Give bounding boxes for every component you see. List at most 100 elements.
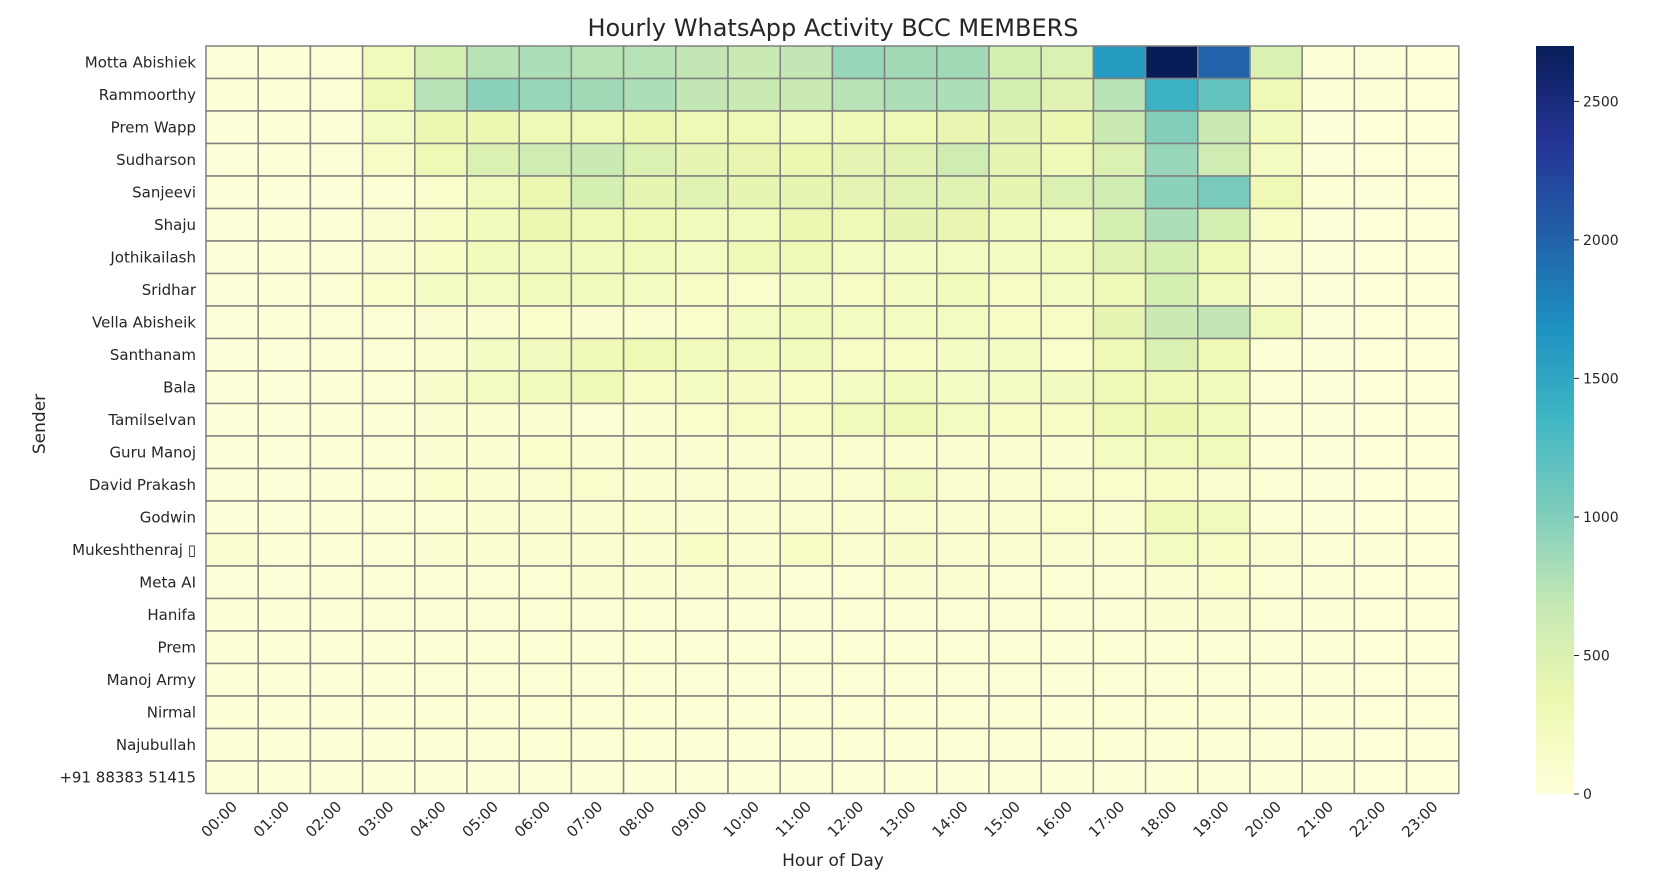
heatmap-cell xyxy=(518,565,573,600)
heatmap-cell xyxy=(1144,142,1199,177)
heatmap-cell xyxy=(883,565,938,600)
heatmap-cell xyxy=(675,240,729,275)
heatmap-cell xyxy=(1405,727,1460,762)
heatmap-cell xyxy=(831,45,886,80)
heatmap-cell xyxy=(936,45,990,80)
heatmap-cell xyxy=(205,402,259,437)
heatmap-cell xyxy=(361,337,416,372)
heatmap-cell xyxy=(1301,45,1356,80)
heatmap-cell xyxy=(936,402,990,437)
heatmap-cell xyxy=(1197,565,1251,600)
heatmap-cell xyxy=(1092,597,1147,632)
heatmap-cell xyxy=(831,500,886,535)
heatmap-cell xyxy=(518,662,573,697)
heatmap-cell xyxy=(1197,175,1251,210)
heatmap-cell xyxy=(309,695,364,730)
heatmap-cell xyxy=(205,337,259,372)
heatmap-cell xyxy=(622,435,677,470)
heatmap-cell xyxy=(257,110,312,145)
heatmap-cell xyxy=(883,662,938,697)
heatmap-cell xyxy=(1197,695,1251,730)
heatmap-cell xyxy=(1197,110,1251,145)
heatmap-cell xyxy=(466,500,520,535)
heatmap-cell xyxy=(466,370,520,405)
x-tick-label: 05:00 xyxy=(459,798,502,841)
y-tick-label: Prem xyxy=(158,638,196,656)
heatmap-cell xyxy=(831,630,886,665)
x-tick-label: 22:00 xyxy=(1346,798,1389,841)
heatmap-cell xyxy=(1040,370,1095,405)
heatmap-cell xyxy=(1301,760,1356,795)
heatmap-cell xyxy=(309,110,364,145)
heatmap-cell xyxy=(570,305,625,340)
heatmap-cell xyxy=(570,370,625,405)
x-tick-label: 15:00 xyxy=(981,798,1024,841)
x-tick-label: 08:00 xyxy=(615,798,658,841)
heatmap-cell xyxy=(309,630,364,665)
heatmap-cell xyxy=(257,727,312,762)
heatmap-cell xyxy=(883,402,938,437)
heatmap-cell xyxy=(675,305,729,340)
heatmap-cell xyxy=(1405,597,1460,632)
heatmap-cell xyxy=(988,467,1042,502)
heatmap-cell xyxy=(1040,142,1095,177)
heatmap-cell xyxy=(675,467,729,502)
heatmap-cell xyxy=(936,175,990,210)
heatmap-cell xyxy=(622,207,677,242)
heatmap-cell xyxy=(1353,77,1408,112)
heatmap-cell xyxy=(1040,532,1095,567)
heatmap-cell xyxy=(309,175,364,210)
heatmap-cell xyxy=(1301,695,1356,730)
heatmap-cell xyxy=(1405,532,1460,567)
heatmap-cell xyxy=(883,272,938,307)
heatmap-cell xyxy=(466,402,520,437)
heatmap-cell xyxy=(675,695,729,730)
heatmap-cell xyxy=(414,467,468,502)
heatmap-cell xyxy=(727,727,781,762)
x-tick-labels: 00:00 01:00 02:00 03:00 04:00 05:00 06:00 07:00… xyxy=(198,798,1442,841)
heatmap-cell xyxy=(936,467,990,502)
heatmap-cell xyxy=(1144,662,1199,697)
heatmap-cell xyxy=(1301,337,1356,372)
heatmap-cell xyxy=(257,207,312,242)
heatmap-cell xyxy=(1353,760,1408,795)
heatmap-cell xyxy=(779,402,834,437)
heatmap-cell xyxy=(1405,435,1460,470)
heatmap-cell xyxy=(1040,727,1095,762)
heatmap-cell xyxy=(1040,305,1095,340)
heatmap-cell xyxy=(257,45,312,80)
heatmap-cell xyxy=(361,500,416,535)
heatmap-cell xyxy=(1353,630,1408,665)
heatmap-cell xyxy=(1092,435,1147,470)
heatmap-cell xyxy=(361,435,416,470)
heatmap-cell xyxy=(831,435,886,470)
heatmap-cell xyxy=(936,305,990,340)
heatmap-cell xyxy=(361,565,416,600)
heatmap-cell xyxy=(466,695,520,730)
heatmap-cell xyxy=(831,337,886,372)
heatmap-cell xyxy=(570,337,625,372)
heatmap-cell xyxy=(1197,240,1251,275)
heatmap-cell xyxy=(622,630,677,665)
y-tick-label: Tamilselvan xyxy=(107,411,196,429)
heatmap-cell xyxy=(1249,565,1303,600)
heatmap-cell xyxy=(570,467,625,502)
heatmap-cell xyxy=(309,337,364,372)
heatmap-cell xyxy=(570,142,625,177)
heatmap-cell xyxy=(1405,337,1460,372)
heatmap-cell xyxy=(1249,337,1303,372)
heatmap-cell xyxy=(1092,305,1147,340)
heatmap-cell xyxy=(1092,77,1147,112)
heatmap-cell xyxy=(936,695,990,730)
heatmap-cell xyxy=(831,142,886,177)
heatmap-cell xyxy=(779,207,834,242)
heatmap-cell xyxy=(257,500,312,535)
heatmap-cell xyxy=(675,110,729,145)
heatmap-cell xyxy=(727,760,781,795)
heatmap-cell xyxy=(883,467,938,502)
heatmap-cell xyxy=(936,240,990,275)
x-tick-label: 03:00 xyxy=(354,798,397,841)
colorbar-ticks: 0 500 1000 1500 2000 2500 xyxy=(1574,94,1619,803)
y-tick-label: Godwin xyxy=(140,508,196,526)
